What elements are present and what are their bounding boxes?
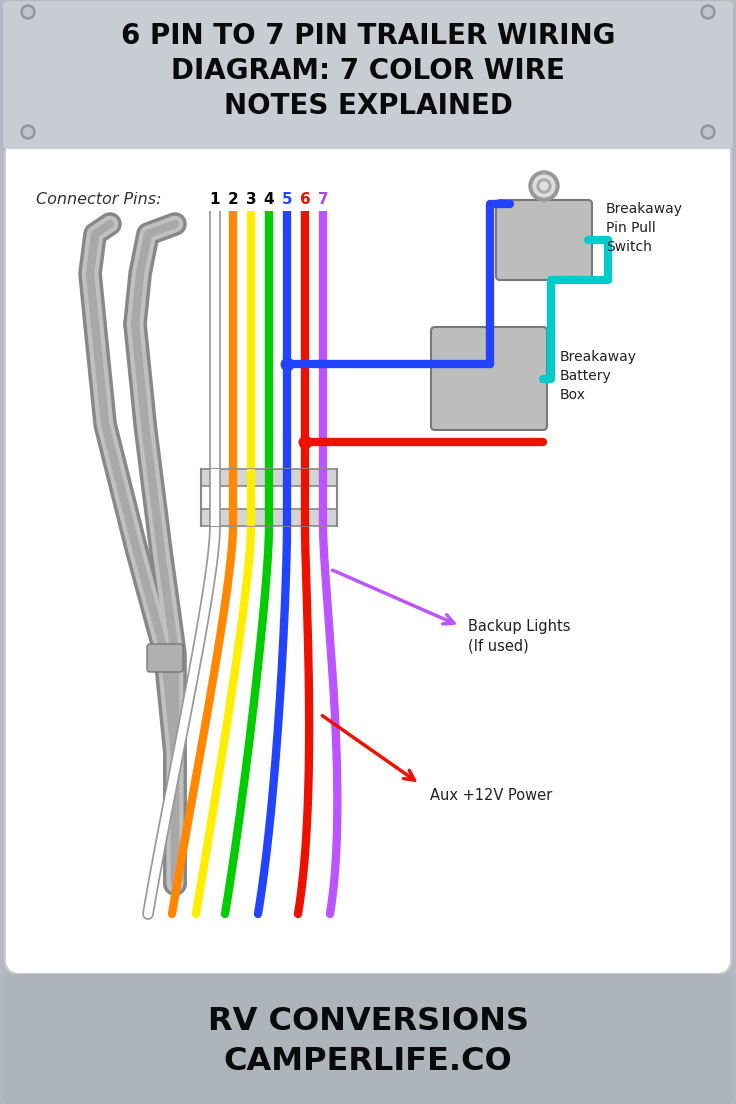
Circle shape — [533, 176, 555, 197]
Circle shape — [537, 179, 551, 193]
Circle shape — [529, 171, 559, 201]
Text: 1: 1 — [210, 192, 220, 208]
Text: 7: 7 — [318, 192, 328, 208]
Circle shape — [24, 8, 32, 17]
Circle shape — [24, 127, 32, 137]
FancyBboxPatch shape — [147, 644, 183, 672]
FancyBboxPatch shape — [201, 509, 337, 526]
Text: 6: 6 — [300, 192, 311, 208]
Text: 5: 5 — [282, 192, 292, 208]
FancyBboxPatch shape — [3, 974, 733, 1104]
Circle shape — [704, 8, 712, 17]
Text: Breakaway
Pin Pull
Switch: Breakaway Pin Pull Switch — [606, 202, 683, 254]
Text: Backup Lights
(If used): Backup Lights (If used) — [468, 618, 570, 654]
Text: Breakaway
Battery
Box: Breakaway Battery Box — [560, 350, 637, 402]
Circle shape — [701, 6, 715, 19]
Circle shape — [704, 127, 712, 137]
FancyBboxPatch shape — [496, 200, 592, 280]
Text: CAMPERLIFE.CO: CAMPERLIFE.CO — [224, 1047, 512, 1078]
Text: 3: 3 — [246, 192, 256, 208]
Text: 4: 4 — [263, 192, 275, 208]
FancyBboxPatch shape — [431, 327, 547, 429]
Text: Aux +12V Power: Aux +12V Power — [430, 788, 552, 804]
FancyBboxPatch shape — [5, 139, 731, 974]
Circle shape — [540, 182, 548, 190]
Circle shape — [21, 6, 35, 19]
Text: RV CONVERSIONS: RV CONVERSIONS — [208, 1006, 528, 1037]
Text: Connector Pins:: Connector Pins: — [36, 192, 161, 208]
Circle shape — [21, 125, 35, 139]
FancyBboxPatch shape — [201, 469, 337, 486]
Text: 6 PIN TO 7 PIN TRAILER WIRING
DIAGRAM: 7 COLOR WIRE
NOTES EXPLAINED: 6 PIN TO 7 PIN TRAILER WIRING DIAGRAM: 7… — [121, 22, 615, 119]
FancyBboxPatch shape — [3, 1, 733, 149]
Circle shape — [701, 125, 715, 139]
Text: 2: 2 — [227, 192, 238, 208]
